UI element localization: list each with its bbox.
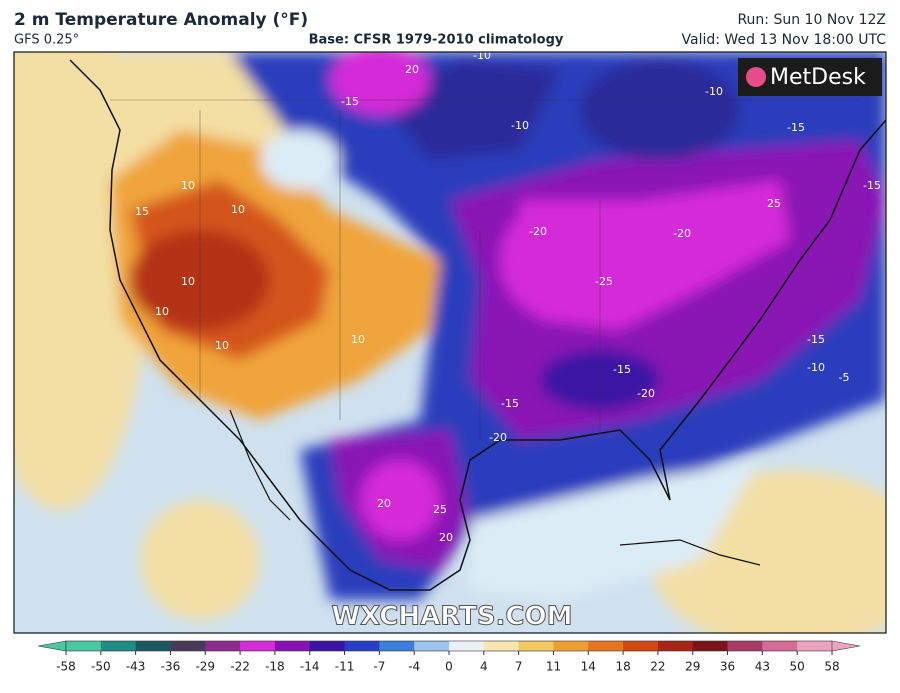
colorbar-arrow bbox=[831, 640, 861, 652]
contour-label: 10 bbox=[231, 203, 245, 216]
colorbar-tick-label: 0 bbox=[445, 660, 453, 674]
contour-label: 10 bbox=[155, 305, 169, 318]
contour-label: -20 bbox=[673, 227, 691, 240]
contour-label: -10 bbox=[705, 85, 723, 98]
colorbar-tick-label: -58 bbox=[56, 660, 76, 674]
colorbar-segment bbox=[240, 641, 276, 651]
contour-label: 10 bbox=[351, 333, 365, 346]
contour-label: 20 bbox=[439, 531, 453, 544]
contour-label: 20 bbox=[405, 63, 419, 76]
colorbar-tick-label: -22 bbox=[230, 660, 250, 674]
base: Base: CFSR 1979-2010 climatology bbox=[309, 33, 564, 48]
colorbar-tick-label: 11 bbox=[546, 660, 561, 674]
contour-label: -15 bbox=[613, 363, 631, 376]
colorbar-tick-label: -29 bbox=[195, 660, 215, 674]
colorbar-segment bbox=[449, 641, 485, 651]
colorbar-segment bbox=[135, 641, 171, 651]
colorbar-tick-label: -36 bbox=[161, 660, 181, 674]
contour-label: -15 bbox=[341, 95, 359, 108]
colorbar-segment bbox=[657, 641, 694, 651]
colorbar-tick-label: 43 bbox=[755, 660, 770, 674]
colorbar-tick-label: -18 bbox=[265, 660, 285, 674]
colorbar-segment bbox=[344, 641, 380, 651]
contour-label: 10 bbox=[181, 179, 195, 192]
brand: MetDesk bbox=[770, 65, 866, 90]
colorbar: -58 -50 -43 -36 -29 -22 -18 -14 -11 -7 -4 0 4 7 11 14 18… bbox=[37, 640, 861, 674]
colorbar-segment bbox=[518, 641, 554, 651]
contour-label: -5 bbox=[839, 371, 850, 384]
contour-label: -20 bbox=[637, 387, 655, 400]
colorbar-segment bbox=[205, 641, 241, 651]
brand-logo bbox=[746, 67, 766, 87]
colorbar-tick-label: 22 bbox=[650, 660, 665, 674]
contour-label: -15 bbox=[863, 179, 881, 192]
colorbar-segment bbox=[274, 641, 311, 651]
contour-label: -10 bbox=[807, 361, 825, 374]
colorbar-segment bbox=[588, 641, 624, 651]
colorbar-segment bbox=[414, 641, 450, 651]
colorbar-tick-label: 29 bbox=[685, 660, 700, 674]
contour-label: -15 bbox=[787, 121, 805, 134]
colorbar-tick-label: -7 bbox=[373, 660, 385, 674]
colorbar-tick-label: -14 bbox=[300, 660, 320, 674]
colorbar-segment bbox=[483, 641, 520, 651]
contour-label: 10 bbox=[181, 275, 195, 288]
colorbar-segment bbox=[553, 641, 589, 651]
colorbar-tick-label: 18 bbox=[615, 660, 630, 674]
colorbar-segment bbox=[623, 641, 659, 651]
colorbar-segment bbox=[170, 641, 206, 651]
colorbar-tick-label: 7 bbox=[515, 660, 523, 674]
colorbar-tick-label: -50 bbox=[91, 660, 111, 674]
colorbar-tick-label: 36 bbox=[720, 660, 735, 674]
colorbar-tick-label: 50 bbox=[790, 660, 805, 674]
colorbar-segment bbox=[379, 641, 415, 651]
colorbar-tick-label: -43 bbox=[126, 660, 146, 674]
colorbar-segment bbox=[100, 641, 137, 651]
contour-label: -20 bbox=[489, 431, 507, 444]
colorbar-tick-label: 14 bbox=[581, 660, 596, 674]
title: 2 m Temperature Anomaly (°F) bbox=[14, 10, 308, 30]
contour-label: -25 bbox=[595, 275, 613, 288]
run: Run: Sun 10 Nov 12Z bbox=[737, 12, 886, 28]
colorbar-segment bbox=[309, 641, 346, 651]
watermark: WXCHARTS.COM bbox=[331, 602, 572, 632]
colorbar-segment bbox=[762, 641, 798, 651]
colorbar-arrow bbox=[37, 640, 67, 652]
contour-label: 25 bbox=[767, 197, 781, 210]
colorbar-segment bbox=[797, 641, 833, 651]
colorbar-segment bbox=[66, 641, 102, 651]
contour-label: 15 bbox=[135, 205, 149, 218]
valid: Valid: Wed 13 Nov 18:00 UTC bbox=[682, 32, 887, 48]
contour-label: 10 bbox=[215, 339, 229, 352]
colorbar-segment bbox=[727, 641, 763, 651]
contour-label: -10 bbox=[473, 49, 491, 62]
contour-label: -15 bbox=[807, 333, 825, 346]
contour-label: -15 bbox=[501, 397, 519, 410]
colorbar-tick-label: -4 bbox=[408, 660, 420, 674]
contour-label: 20 bbox=[377, 497, 391, 510]
model: GFS 0.25° bbox=[14, 33, 79, 48]
colorbar-tick-label: 58 bbox=[824, 660, 839, 674]
colorbar-segment bbox=[692, 641, 729, 651]
colorbar-tick-label: -11 bbox=[335, 660, 355, 674]
contour-label: -20 bbox=[529, 225, 547, 238]
colorbar-tick-label: 4 bbox=[480, 660, 488, 674]
contour-label: -10 bbox=[511, 119, 529, 132]
map-frame bbox=[13, 51, 887, 634]
contour-label: 25 bbox=[433, 503, 447, 516]
